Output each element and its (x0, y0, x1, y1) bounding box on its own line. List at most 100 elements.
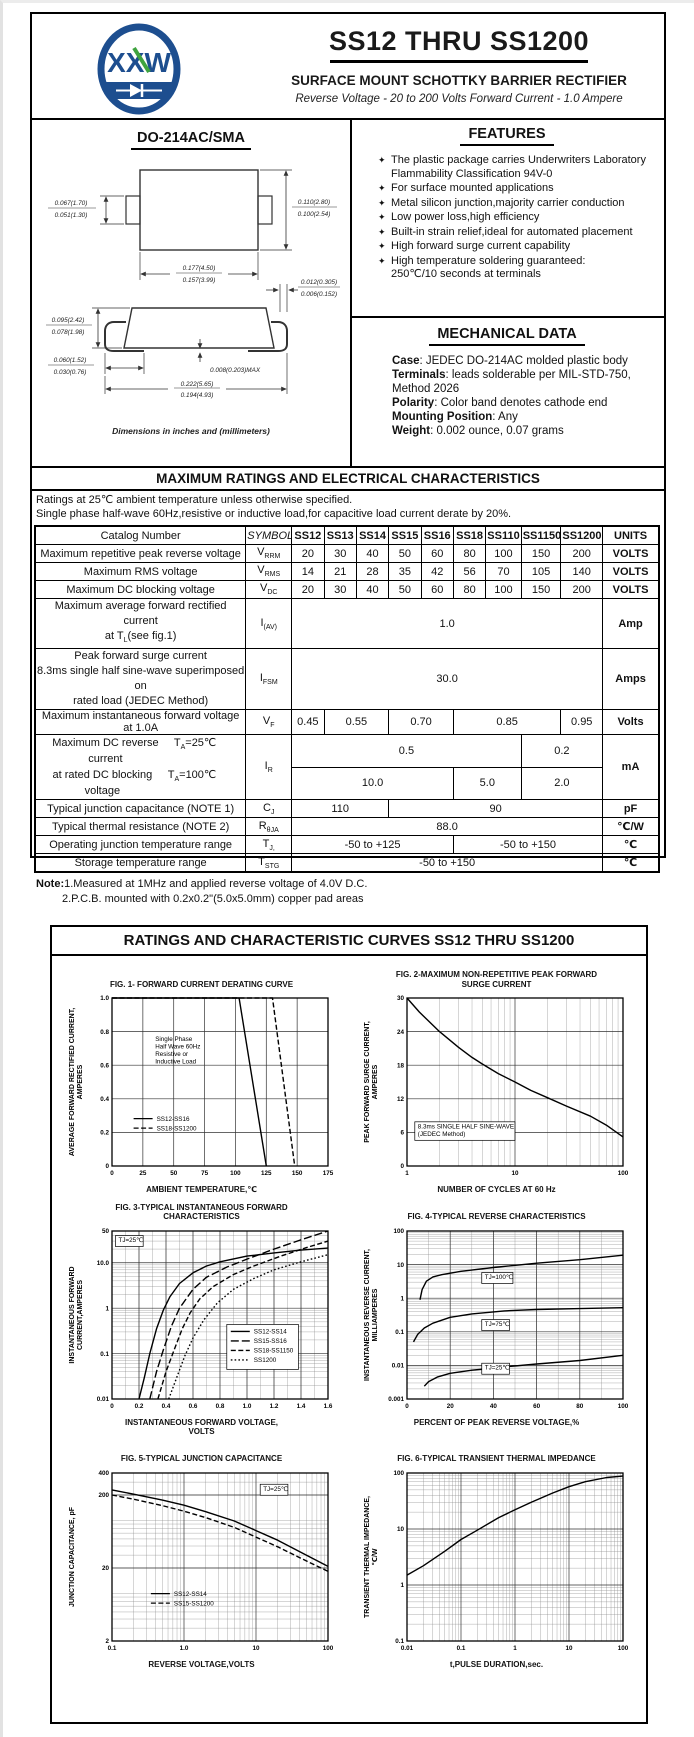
svg-text:8.3ms SINGLE HALF SINE-WAVE: 8.3ms SINGLE HALF SINE-WAVE (417, 1123, 513, 1130)
svg-text:10.0: 10.0 (96, 1259, 109, 1266)
value-cell: 1.0 (291, 597, 604, 650)
svg-text:MILLIAMPERES: MILLIAMPERES (372, 1288, 379, 1341)
svg-text:25: 25 (139, 1170, 147, 1177)
column-divider (350, 118, 352, 468)
svg-text:SS15-SS16: SS15-SS16 (253, 1338, 286, 1345)
figure-6-xlabel: t,PULSE DURATION,sec. (449, 1659, 544, 1669)
page-title: SS12 THRU SS1200 (328, 26, 590, 56)
svg-text:0.6: 0.6 (188, 1403, 197, 1410)
list-item: ✦ Metal silicon junction,majority carrier… (378, 196, 625, 209)
svg-text:6: 6 (400, 1130, 404, 1137)
column-header: SS1150 (520, 525, 562, 545)
value-cell: 80 (452, 544, 487, 563)
svg-text:0: 0 (105, 1163, 109, 1170)
svg-text:0.030(0.76): 0.030(0.76) (54, 369, 87, 376)
table-row-ir-2: 10.0 5.0 2.0 (35, 766, 659, 801)
value-cell: 80 (452, 580, 487, 599)
list-item: ✦ The plastic package carries Underwriter… (378, 154, 646, 180)
value-cell: 0.95 (560, 709, 604, 736)
column-header: UNITS (602, 525, 660, 545)
figure-2-title: FIG. 2-MAXIMUM NON-REPETITIVE PEAK FORWA… (395, 970, 598, 989)
figure-5-plot: TJ=25℃ SS12-SS14 SS15-SS1200 0.1 1.0 10 100 2 20… (69, 1470, 334, 1652)
value-cell: 0.2 (520, 734, 604, 768)
value-cell: 0.85 (452, 709, 562, 736)
svg-text:1: 1 (405, 1170, 409, 1177)
figure-4-title: FIG. 4-TYPICAL REVERSE CHARACTERISTICS (407, 1212, 586, 1221)
svg-text:SS18-SS1200: SS18-SS1200 (156, 1125, 196, 1132)
svg-text:(JEDEC Method): (JEDEC Method) (417, 1131, 465, 1138)
ratings-section: MAXIMUM RATINGS AND ELECTRICAL CHARACTER… (32, 466, 664, 907)
list-item: ✦ Built-in strain relief,ideal for automa… (378, 225, 633, 238)
package-caption: Dimensions in inches and (millimeters) (112, 426, 270, 436)
column-header: SS15 (388, 525, 422, 545)
svg-text:AVERAGE FORWARD RECTIFIED CURR: AVERAGE FORWARD RECTIFIED CURRENT, (69, 1008, 76, 1156)
svg-text:0.1: 0.1 (395, 1329, 404, 1336)
value-cell: 0.5 (291, 734, 522, 768)
svg-text:10: 10 (252, 1645, 260, 1652)
curves-heading: RATINGS AND CHARACTERISTIC CURVES SS12 T… (52, 927, 646, 956)
value-cell: 0.45 (291, 709, 325, 736)
column-header: SS16 (420, 525, 454, 545)
table-row-vrms: Maximum RMS voltage VRMS 14 21 28 35 42 … (34, 562, 660, 581)
svg-text:10: 10 (565, 1645, 573, 1652)
title-block: SS12 THRU SS1200 SURFACE MOUNT SCHOTTKY … (260, 26, 658, 105)
svg-text:1.6: 1.6 (323, 1403, 332, 1410)
value-cell: -50 to +150 (452, 835, 604, 855)
ratings-table: Catalog Number SYMBOLS SS12 SS13 SS14 SS… (34, 525, 660, 874)
svg-text:1: 1 (105, 1305, 109, 1312)
ratings-intro: Ratings at 25℃ ambient temperature unles… (36, 494, 512, 520)
value-cell: 200 (560, 580, 604, 599)
dim-body-height: 0.110(2.80) (298, 199, 330, 206)
value-cell: 60 (420, 580, 454, 599)
table-row-tstg: Storage temperature range TSTG -50 to +1… (34, 853, 660, 873)
figure-4-plot: TJ=100℃ TJ=75℃ TJ=25℃ 0 20 40 60 80 100 0.001 0.01… (364, 1228, 629, 1410)
ratings-heading: MAXIMUM RATINGS AND ELECTRICAL CHARACTER… (32, 466, 664, 491)
figure-6-title: FIG. 6-TYPICAL TRANSIENT THERMAL IMPEDAN… (397, 1454, 596, 1463)
svg-text:1: 1 (513, 1645, 517, 1652)
value-cell: 21 (323, 562, 357, 581)
svg-text:125: 125 (261, 1170, 272, 1177)
column-header: Catalog Number (34, 525, 247, 545)
value-cell: 50 (388, 544, 422, 563)
svg-text:100: 100 (230, 1170, 241, 1177)
features-list: ✦ The plastic package carries Underwriter… (352, 154, 662, 282)
value-cell: 35 (388, 562, 422, 581)
svg-text:0.001: 0.001 (388, 1396, 404, 1403)
value-cell: 10.0 (291, 766, 454, 801)
value-cell: 40 (355, 580, 390, 599)
dim-standoff: 0.008(0.203)MAX (210, 367, 261, 374)
value-cell: 0.70 (388, 709, 454, 736)
svg-text:0.8: 0.8 (100, 1029, 109, 1036)
value-cell: 70 (485, 562, 522, 581)
svg-text:10: 10 (396, 1526, 404, 1533)
svg-text:1: 1 (400, 1582, 404, 1589)
bullet-icon: ✦ (378, 212, 386, 222)
bullet-icon: ✦ (378, 255, 386, 266)
svg-text:40: 40 (489, 1403, 497, 1410)
figure-1-xlabel: AMBIENT TEMPERATURE,℃ (146, 1185, 257, 1194)
list-item: ✦ Low power loss,high efficiency (378, 211, 540, 223)
figure-1: FIG. 1- FORWARD CURRENT DERATING CURVE S… (54, 970, 349, 1195)
bullet-icon: ✦ (378, 183, 386, 193)
svg-text:0.2: 0.2 (134, 1403, 143, 1410)
svg-text:0.4: 0.4 (161, 1403, 170, 1410)
svg-text:100: 100 (393, 1470, 404, 1477)
svg-text:0.01: 0.01 (391, 1362, 404, 1369)
svg-text:0.2: 0.2 (100, 1130, 109, 1137)
table-row-tj: Operating junction temperature range TJ,… (34, 835, 660, 855)
list-item: ✦ For surface mounted applications (378, 182, 554, 194)
value-cell: 105 (520, 562, 562, 581)
table-row-iav: Maximum average forward rectified curren… (34, 597, 660, 650)
table-row-ifsm: Peak forward surge current 8.3ms single … (34, 648, 660, 711)
svg-text:0.1: 0.1 (100, 1350, 109, 1357)
datasheet-page-1: XXW SS12 THRU SS1200 SURFACE MOUNT SCHOT… (30, 12, 666, 905)
svg-text:0.078(1.98): 0.078(1.98) (52, 329, 85, 336)
mechanical-lines: Case: JEDEC DO-214AC molded plastic body… (392, 355, 631, 437)
value-cell: 110 (291, 799, 390, 819)
table-row-vdc: Maximum DC blocking voltage VDC 20 30 40… (34, 580, 660, 599)
value-cell: -50 to +125 (291, 835, 454, 855)
svg-text:0.157(3.99): 0.157(3.99) (183, 277, 216, 284)
svg-text:175: 175 (322, 1170, 333, 1177)
value-cell: 20 (291, 544, 325, 563)
column-header: SS18 (452, 525, 487, 545)
